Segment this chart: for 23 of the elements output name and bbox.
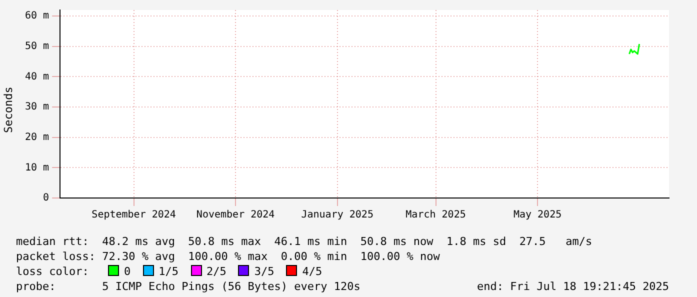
x-tick-label: November 2024: [196, 210, 275, 221]
y-tick-label: 50 m: [24, 40, 50, 52]
y-tick-label: 40 m: [24, 71, 50, 82]
y-tick-label: 10 m: [24, 162, 50, 174]
y-axis-title: Seconds: [2, 86, 16, 136]
y-tick-label: 20 m: [24, 132, 50, 143]
y-tick-label: 0: [43, 192, 50, 204]
text: packet loss: 72.30 % avg 100.00 % max 0.00 % min 100.00 % now: [16, 249, 440, 264]
x-tick-label: March 2025: [406, 210, 466, 221]
y-tick-label: 60 m: [24, 10, 50, 22]
legend-title: loss color:: [16, 264, 89, 279]
y-tick-label: 30 m: [24, 102, 50, 113]
x-tick-label: May 2025: [513, 210, 562, 221]
text: probe: 5 ICMP Echo Pings (56 Bytes) every 120s: [16, 279, 360, 294]
legend-label: 3/5: [254, 265, 274, 278]
x-tick-label: September 2024: [92, 210, 176, 221]
text: median rtt: 48.2 ms avg 50.8 ms max 46.1 ms min 50.8 ms now 1.8 ms sd 27.5 am/s: [16, 234, 592, 249]
x-tick-label: January 2025: [301, 210, 374, 221]
text: end: Fri Jul 18 19:21:45 2025: [477, 279, 670, 294]
legend-label: 4/5: [302, 265, 322, 278]
legend-label: 2/5: [206, 265, 226, 278]
legend-label: 1/5: [158, 265, 178, 278]
legend-label: 0: [124, 265, 131, 278]
